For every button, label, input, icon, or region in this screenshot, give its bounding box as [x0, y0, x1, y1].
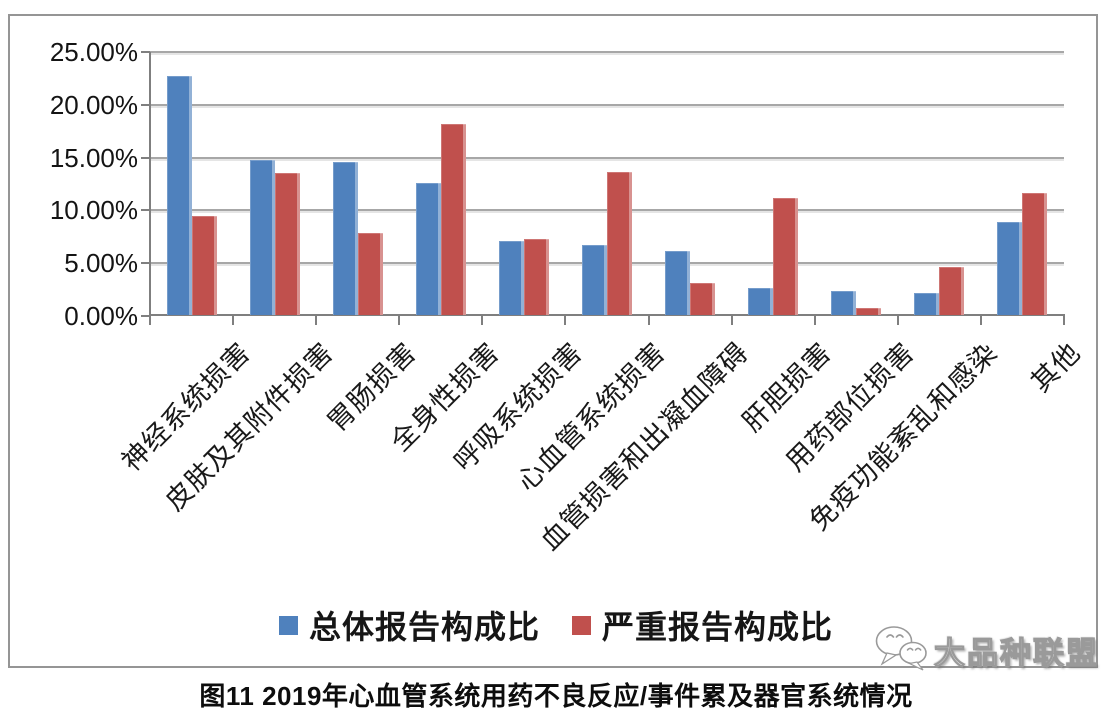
y-tick-label: 20.00%: [49, 89, 138, 120]
y-tick-label: 0.00%: [64, 301, 138, 331]
y-axis-tick: [141, 103, 150, 106]
bar-severe: [191, 215, 217, 315]
y-axis-tick: [141, 315, 150, 317]
legend-item: 严重报告构成比: [572, 602, 833, 648]
bar-severe: [523, 238, 549, 315]
y-tick-label: 5.00%: [64, 248, 138, 279]
y-axis-tick: [141, 156, 150, 159]
bar-total: [498, 241, 524, 315]
legend: 总体报告构成比 严重报告构成比: [0, 602, 1112, 648]
bar-total: [914, 292, 940, 315]
x-axis-tick: [232, 316, 235, 325]
bar-total: [332, 161, 358, 315]
bar-severe: [1022, 192, 1048, 315]
x-axis-tick: [1063, 316, 1065, 325]
bar-total: [166, 76, 192, 315]
x-axis-tick: [979, 316, 982, 325]
bar-total: [665, 250, 691, 315]
bar-severe: [607, 172, 632, 315]
x-axis-tick: [481, 316, 484, 325]
legend-label: 严重报告构成比: [602, 609, 834, 645]
gridline: [150, 156, 1064, 159]
bar-severe: [856, 307, 882, 315]
y-tick-label: 25.00%: [49, 37, 138, 67]
watermark-label: 大品种联盟: [933, 635, 1099, 671]
bar-total: [748, 287, 774, 315]
x-axis-tick: [896, 316, 899, 325]
x-axis-line: [149, 314, 1065, 316]
y-axis-tick: [141, 262, 150, 265]
x-axis-tick: [564, 316, 567, 325]
x-axis-tick: [315, 316, 318, 325]
bar-severe: [939, 267, 965, 315]
y-axis-tick: [141, 51, 150, 53]
bar-total: [997, 222, 1023, 315]
x-axis-tick: [647, 316, 650, 325]
legend-item: 总体报告构成比: [278, 602, 540, 648]
x-axis-tick: [813, 316, 816, 325]
y-tick-label: 15.00%: [49, 142, 138, 173]
bar-total: [415, 183, 441, 315]
x-axis-tick: [730, 316, 733, 325]
bar-total: [582, 245, 607, 315]
figure-caption: 图11 2019年心血管系统用药不良反应/事件累及器官系统情况: [199, 681, 913, 711]
bar-severe: [357, 232, 383, 315]
bar-severe: [440, 123, 466, 315]
bar-total: [831, 290, 857, 315]
x-axis-tick: [398, 316, 401, 325]
bar-severe: [690, 283, 716, 315]
gridline: [150, 103, 1064, 106]
x-axis-tick: [149, 316, 151, 325]
bar-severe: [274, 173, 300, 315]
y-axis-line: [149, 52, 151, 316]
gridline: [150, 51, 1064, 53]
legend-label: 总体报告构成比: [308, 609, 540, 645]
legend-swatch-icon: [278, 615, 298, 635]
y-axis-tick: [141, 209, 150, 212]
wechat-chat-bubbles-icon: [872, 624, 930, 677]
y-tick-label: 10.00%: [49, 195, 138, 226]
bar-total: [249, 159, 275, 315]
bar-severe: [773, 197, 799, 315]
legend-swatch-icon: [572, 615, 591, 635]
watermark: 大品种联盟: [872, 624, 1099, 677]
